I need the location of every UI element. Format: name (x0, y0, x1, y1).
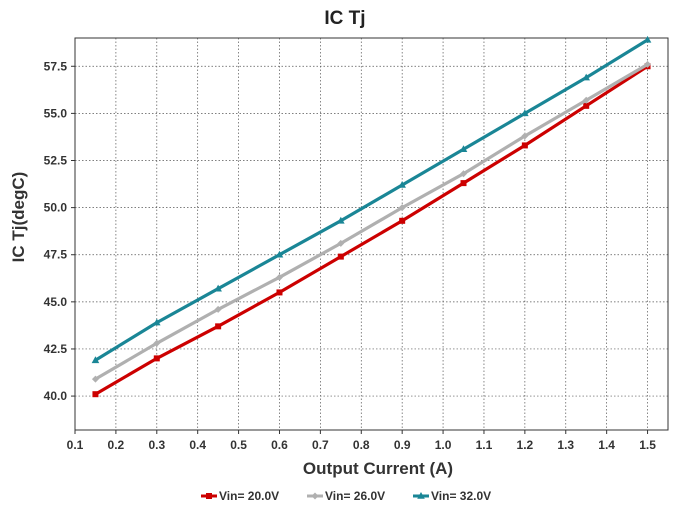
data-point (643, 35, 652, 43)
y-tick-label: 50.0 (44, 201, 68, 215)
y-tick-label: 55.0 (44, 106, 68, 120)
data-point (337, 253, 344, 260)
y-tick-label: 45.0 (44, 295, 68, 309)
x-tick-label: 0.1 (67, 438, 84, 452)
y-tick-label: 57.5 (44, 59, 68, 73)
legend-label: Vin= 32.0V (431, 489, 491, 503)
x-tick-label: 1.0 (435, 438, 452, 452)
data-point (275, 273, 283, 281)
data-point (521, 142, 528, 149)
data-point (337, 239, 345, 247)
axis-ticks: 0.1 0.2 0.3 0.4 0.5 0.6 0.7 0.8 0.9 1.0 1.1 1.2 1.3 1… (44, 59, 657, 452)
data-point (91, 356, 100, 364)
series-line (94, 63, 649, 381)
data-point (214, 284, 222, 292)
data-point (92, 391, 99, 398)
legend-label: Vin= 20.0V (219, 489, 279, 503)
data-point (582, 96, 590, 104)
y-axis-label: IC Tj(degC) (9, 172, 28, 263)
x-tick-label: 0.7 (312, 438, 329, 452)
legend-marker (417, 492, 425, 499)
legend-marker (311, 492, 319, 500)
data-point (215, 323, 222, 330)
y-tick-label: 52.5 (44, 154, 68, 168)
data-point (399, 217, 406, 224)
data-point (460, 180, 467, 187)
y-tick-label: 42.5 (44, 342, 68, 356)
series-3 (91, 35, 652, 364)
x-tick-label: 0.9 (394, 438, 411, 452)
data-point (275, 250, 284, 258)
data-point (153, 355, 160, 362)
series-line (94, 38, 649, 362)
legend: Vin= 20.0V Vin= 26.0V Vin= 32.0V (201, 489, 491, 503)
series-2 (91, 60, 652, 383)
legend-marker (206, 493, 212, 499)
data-point (153, 339, 161, 347)
data-point (459, 145, 468, 152)
x-tick-label: 0.3 (148, 438, 165, 452)
x-tick-label: 1.3 (557, 438, 574, 452)
x-tick-label: 1.1 (476, 438, 493, 452)
plot-frame (74, 37, 669, 431)
data-point (644, 60, 652, 68)
grid-lines (75, 38, 668, 430)
legend-item: Vin= 20.0V (201, 489, 279, 503)
x-tick-label: 1.4 (598, 438, 615, 452)
x-tick-label: 0.5 (230, 438, 247, 452)
data-point (91, 375, 99, 383)
x-tick-label: 0.8 (353, 438, 370, 452)
data-point (521, 109, 529, 117)
x-axis-label: Output Current (A) (303, 459, 453, 478)
data-point (398, 204, 406, 212)
data-point (460, 170, 468, 178)
data-point (337, 216, 345, 224)
chart-title: IC Tj (324, 8, 365, 29)
x-tick-label: 0.4 (189, 438, 206, 452)
series-line (94, 64, 649, 396)
y-tick-label: 40.0 (44, 389, 68, 403)
y-tick-label: 47.5 (44, 248, 68, 262)
data-point (152, 318, 161, 326)
x-tick-label: 0.2 (108, 438, 125, 452)
x-tick-label: 0.6 (271, 438, 288, 452)
legend-label: Vin= 26.0V (325, 489, 385, 503)
data-point (582, 73, 591, 81)
data-point (583, 102, 590, 109)
data-point (398, 181, 406, 188)
series-1 (92, 63, 651, 398)
legend-item: Vin= 32.0V (413, 489, 491, 503)
series-layer (91, 35, 652, 398)
legend-item: Vin= 26.0V (307, 489, 385, 503)
data-point (276, 289, 283, 296)
x-tick-label: 1.2 (517, 438, 534, 452)
data-point (214, 305, 222, 313)
x-tick-label: 1.5 (639, 438, 656, 452)
data-point (521, 132, 529, 140)
